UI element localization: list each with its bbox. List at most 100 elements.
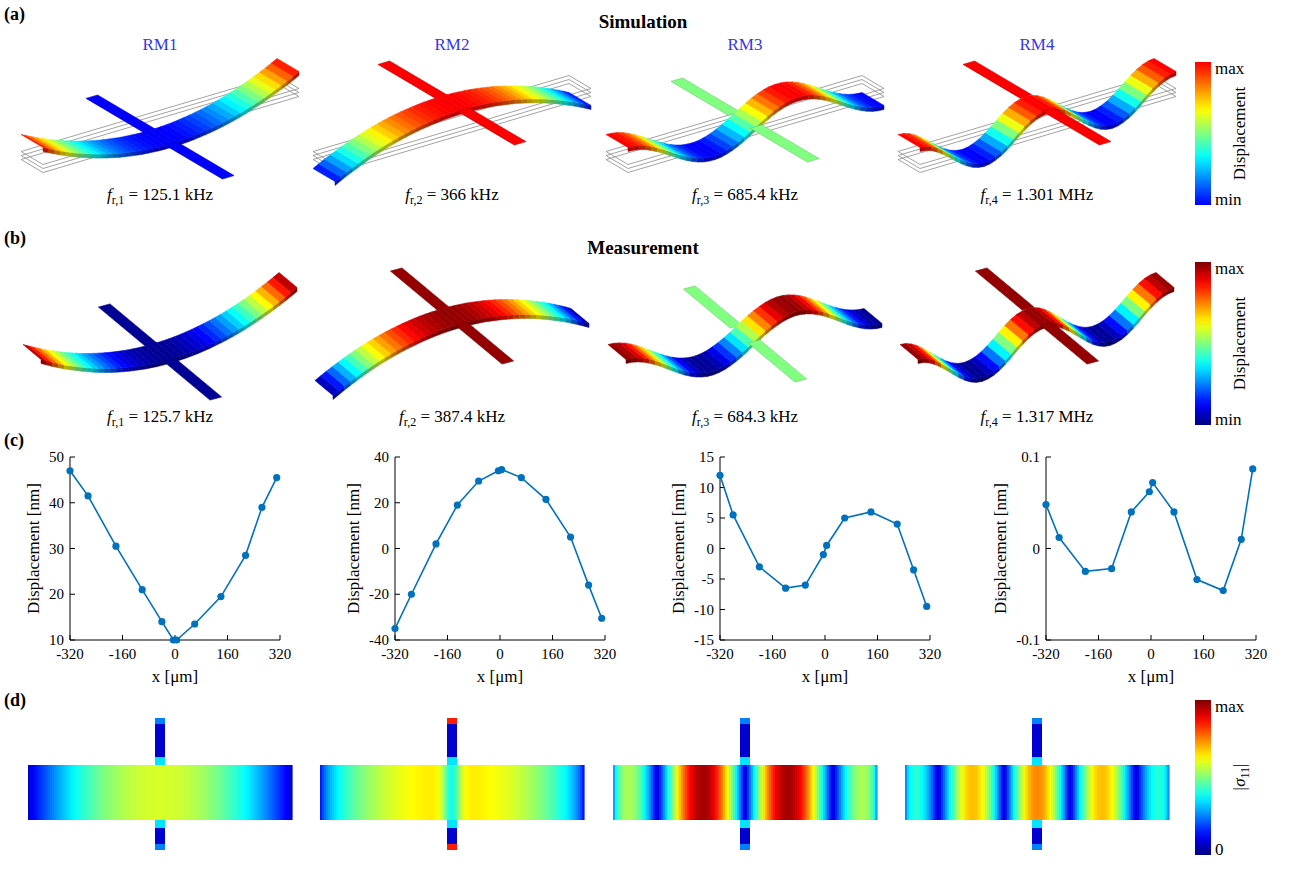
data-point — [498, 466, 505, 473]
y-tick — [395, 548, 400, 549]
frequency-subscript: r,1 — [112, 415, 125, 429]
colorbar-min: 0 — [1215, 840, 1224, 859]
undeformed-outline — [606, 76, 884, 165]
x-tick-label: -160 — [759, 646, 787, 662]
beam-side — [531, 315, 537, 319]
x-tick — [772, 635, 773, 640]
mode-label: RM2 — [435, 35, 470, 54]
data-point — [158, 618, 165, 625]
y-tick — [720, 457, 725, 458]
cross-arm — [455, 322, 513, 364]
data-point — [1042, 501, 1049, 508]
beam-segment — [563, 91, 591, 105]
panel-title: Measurement — [587, 237, 699, 258]
stress-arm-tip — [447, 718, 457, 724]
cross-arm — [750, 125, 819, 162]
colorbar — [1195, 262, 1211, 425]
beam-segment — [856, 93, 884, 107]
beam-side — [972, 163, 978, 167]
y-tick — [70, 640, 75, 641]
data-point — [598, 615, 605, 622]
beam-side — [640, 146, 646, 150]
colorbar — [1195, 700, 1211, 855]
frequency-value: = 685.4 kHz — [709, 185, 798, 204]
stress-junction — [740, 757, 750, 765]
colorbar-label-text: Displacement — [1230, 296, 1249, 390]
x-tick-label: 320 — [919, 646, 942, 662]
frequency-value: = 1.301 MHz — [998, 185, 1094, 204]
beam-side — [508, 315, 514, 319]
beam-side — [533, 99, 539, 103]
x-tick-label: 160 — [216, 646, 239, 662]
plot-data — [66, 467, 280, 643]
data-point — [454, 501, 461, 508]
frequency-label: fr,2 = 366 kHz — [405, 185, 499, 207]
data-point — [1149, 479, 1156, 486]
x-tick-label: -160 — [1085, 646, 1113, 662]
beam-side — [806, 310, 812, 314]
cross-arm — [671, 78, 740, 115]
colorbar-max: max — [1215, 259, 1245, 278]
stress-slice — [290, 765, 293, 820]
x-tick-label: 0 — [1147, 646, 1155, 662]
stress-arm — [740, 718, 750, 850]
colorbar-label: |σ11| — [1230, 763, 1252, 791]
frequency-subscript: r,3 — [697, 193, 710, 207]
beam-side — [107, 154, 113, 158]
data-point — [585, 582, 592, 589]
x-tick-label: 0 — [496, 646, 504, 662]
x-tick — [280, 635, 281, 640]
data-point — [841, 514, 848, 521]
beam-side — [93, 368, 99, 372]
x-tick-label: 320 — [269, 646, 292, 662]
beam-side — [117, 368, 123, 372]
data-point — [867, 508, 874, 515]
y-tick — [720, 579, 725, 580]
data-point — [823, 542, 830, 549]
x-tick-label: -160 — [109, 646, 137, 662]
beam-segment — [1032, 96, 1060, 109]
beam-side — [113, 153, 119, 157]
y-tick-label: 20 — [49, 586, 64, 602]
data-point — [475, 477, 482, 484]
stress-junction — [447, 820, 457, 828]
data-point — [1108, 565, 1115, 572]
simulation-shapes — [21, 59, 1176, 186]
y-tick — [720, 548, 725, 549]
x-tick — [1203, 635, 1204, 640]
data-line — [70, 471, 277, 640]
y-tick — [395, 594, 400, 595]
stress-arm-tip — [155, 844, 165, 850]
x-axis-title: x [μm] — [477, 667, 523, 686]
beam-side — [101, 154, 107, 158]
undeformed-outline — [313, 84, 591, 173]
undeformed-outline — [313, 80, 591, 169]
data-point — [802, 582, 809, 589]
x-tick-label: 160 — [541, 646, 564, 662]
beam-side — [78, 153, 84, 157]
data-point — [1220, 587, 1227, 594]
x-tick-label: -160 — [434, 646, 462, 662]
colorbar-max: max — [1215, 59, 1245, 78]
beam-side — [1100, 125, 1106, 129]
data-point — [1128, 508, 1135, 515]
y-axis-title: Displacement [nm] — [991, 483, 1010, 614]
x-tick — [720, 635, 721, 640]
data-point — [518, 474, 525, 481]
beam-segment — [565, 307, 589, 324]
mode-label: RM4 — [1020, 35, 1055, 54]
data-line — [1046, 469, 1253, 591]
y-tick — [395, 502, 400, 503]
y-tick-label: 40 — [374, 449, 389, 465]
colorbar-min: min — [1215, 410, 1242, 429]
beam-segment — [904, 134, 932, 147]
x-tick — [395, 635, 396, 640]
panel-letter: (d) — [4, 690, 26, 711]
stress-arm-tip — [1032, 844, 1042, 850]
data-point — [782, 585, 789, 592]
y-tick — [720, 609, 725, 610]
beam-side — [870, 325, 876, 329]
beam-side — [926, 147, 932, 151]
x-tick-label: 160 — [1192, 646, 1215, 662]
frequency-subscript: r,2 — [404, 415, 417, 429]
